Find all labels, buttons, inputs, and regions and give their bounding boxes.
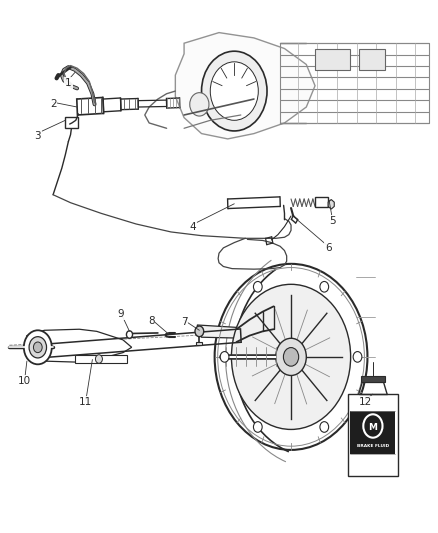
Text: 6: 6 bbox=[325, 243, 332, 253]
Text: 1: 1 bbox=[65, 78, 72, 88]
Circle shape bbox=[353, 352, 362, 362]
Polygon shape bbox=[27, 329, 132, 362]
Text: 3: 3 bbox=[35, 131, 41, 141]
Circle shape bbox=[283, 348, 299, 366]
Circle shape bbox=[254, 281, 262, 292]
Text: M: M bbox=[368, 423, 378, 432]
Bar bbox=[361, 376, 385, 382]
Polygon shape bbox=[328, 199, 334, 209]
Circle shape bbox=[201, 51, 267, 131]
Circle shape bbox=[195, 326, 204, 337]
Text: 2: 2 bbox=[50, 99, 57, 109]
Text: 12: 12 bbox=[359, 397, 372, 407]
Text: 8: 8 bbox=[148, 316, 155, 326]
Text: 9: 9 bbox=[117, 309, 124, 319]
Bar bbox=[359, 49, 385, 70]
Circle shape bbox=[362, 413, 383, 439]
Circle shape bbox=[95, 355, 102, 364]
Circle shape bbox=[215, 264, 367, 450]
Bar bbox=[315, 197, 328, 207]
Text: 10: 10 bbox=[18, 376, 31, 386]
Circle shape bbox=[210, 62, 258, 120]
Circle shape bbox=[190, 93, 209, 116]
Text: 11: 11 bbox=[79, 397, 92, 407]
Circle shape bbox=[24, 330, 52, 365]
Bar bbox=[196, 342, 202, 345]
Circle shape bbox=[127, 331, 133, 338]
Circle shape bbox=[320, 422, 328, 432]
Circle shape bbox=[276, 338, 306, 375]
Circle shape bbox=[33, 342, 42, 353]
Circle shape bbox=[29, 337, 46, 358]
Text: 5: 5 bbox=[329, 216, 336, 227]
Circle shape bbox=[231, 284, 351, 430]
Circle shape bbox=[254, 422, 262, 432]
Bar bbox=[315, 49, 350, 70]
Bar bbox=[75, 355, 127, 364]
Text: 4: 4 bbox=[190, 222, 196, 232]
Text: BRAKE FLUID: BRAKE FLUID bbox=[357, 443, 389, 448]
Circle shape bbox=[220, 352, 229, 362]
Circle shape bbox=[320, 281, 328, 292]
Bar bbox=[350, 410, 396, 454]
Bar bbox=[65, 117, 78, 128]
Polygon shape bbox=[175, 33, 315, 139]
Polygon shape bbox=[197, 325, 245, 338]
Bar bbox=[348, 394, 398, 477]
Text: 7: 7 bbox=[181, 317, 187, 327]
